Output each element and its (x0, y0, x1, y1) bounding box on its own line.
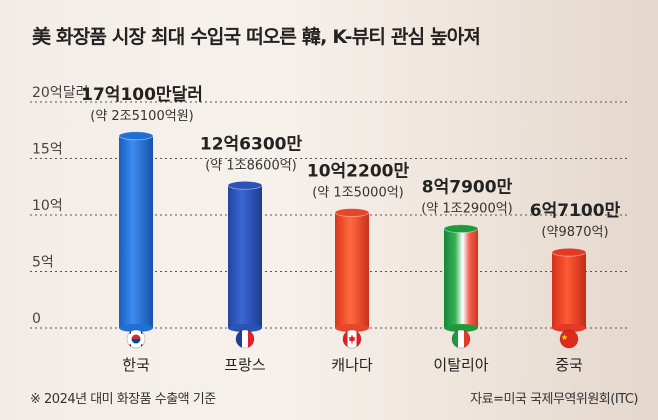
value-sublabel: (약 1조5000억) (312, 186, 404, 201)
bar-top (118, 131, 154, 141)
value-sublabel: (약 2조5100억원) (90, 109, 193, 124)
value-sublabel: (약9870억) (541, 225, 608, 240)
bar-top (227, 180, 263, 190)
bar-top (334, 208, 370, 217)
bar-top (551, 247, 587, 257)
value-label: 8억7900만 (422, 178, 513, 198)
footnote: ※ 2024년 대미 화장품 수출액 기준 (30, 392, 216, 407)
value-label: 17억100만달러 (81, 84, 203, 105)
category-label: 중국 (555, 356, 583, 374)
value-label: 6억7100만 (530, 201, 621, 221)
bar-base (228, 324, 262, 332)
chart-title: 美 화장품 시장 최대 수입국 떠오른 韓, K-뷰티 관심 높아져 (32, 26, 481, 48)
bar-korea (119, 135, 153, 328)
bar-base (335, 324, 369, 332)
category-label: 프랑스 (224, 356, 266, 374)
bar-base (119, 324, 153, 332)
value-sublabel: (약 1조2900억) (421, 202, 513, 217)
bar-canada (335, 212, 369, 328)
y-tick-label: 5억 (32, 255, 54, 271)
category-label: 한국 (122, 356, 150, 374)
bar-italy (444, 228, 478, 328)
canada-flag (342, 329, 362, 349)
bar-base (552, 324, 586, 332)
china-flag: ★ (559, 329, 579, 349)
bar-china (552, 252, 586, 328)
flags: ★ (126, 329, 579, 349)
y-tick-label: 0 (32, 311, 41, 327)
y-tick-label: 15억 (32, 142, 63, 158)
bar-base (444, 324, 478, 332)
italy-flag (451, 329, 471, 349)
category-label: 이탈리아 (433, 356, 488, 374)
value-label: 10억2200만 (307, 162, 410, 182)
korea-flag (126, 329, 146, 349)
value-label: 12억6300만 (200, 134, 303, 154)
y-tick-label: 20억달러 (32, 85, 88, 101)
category-label: 캐나다 (331, 356, 373, 374)
svg-text:★: ★ (561, 333, 568, 342)
y-tick-label: 10억 (32, 198, 63, 214)
bar-top (443, 224, 479, 234)
value-sublabel: (약 1조8600억) (205, 158, 297, 173)
source-note: 자료=미국 국제무역위원회(ITC) (470, 392, 638, 407)
france-flag (235, 329, 255, 349)
bar-france (228, 185, 262, 328)
bars (118, 131, 587, 332)
